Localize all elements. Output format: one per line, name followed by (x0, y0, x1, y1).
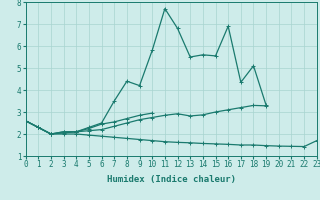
X-axis label: Humidex (Indice chaleur): Humidex (Indice chaleur) (107, 175, 236, 184)
